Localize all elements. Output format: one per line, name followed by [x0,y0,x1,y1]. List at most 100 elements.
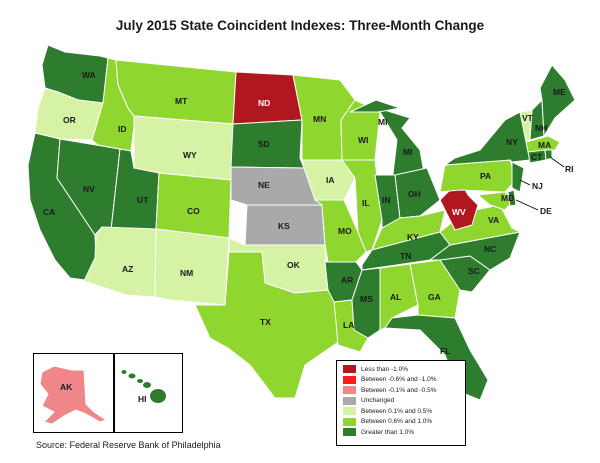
label-az: AZ [122,264,133,274]
state-sd [230,119,305,169]
legend-label: Less than -1.0% [361,365,408,373]
label-ia: IA [326,175,335,185]
label-vt: VT [522,113,534,123]
label-tn: TN [400,251,411,261]
state-mi-upper [349,99,401,113]
legend: Less than -1.0% Between -0.6% and -1.0% Be… [336,360,466,446]
label-ar: AR [341,275,353,285]
label-mt: MT [175,96,188,106]
legend-label: Between 0.1% and 0.5% [361,407,433,415]
state-nm [154,228,230,306]
label-ca: CA [43,207,55,217]
label-nc: NC [484,244,496,254]
legend-swatch [343,375,356,384]
label-wa: WA [82,70,96,80]
label-ky: KY [407,232,419,242]
legend-label: Between -0.6% and -1.0% [361,376,437,384]
state-wy [133,115,234,181]
state-il [341,159,383,253]
label-hi: HI [138,394,147,404]
label-ok: OK [287,260,301,270]
legend-item: Unchanged [343,396,465,407]
label-ny: NY [506,137,518,147]
label-mi-upper: MI [378,117,387,127]
state-de [507,189,517,207]
legend-label: Between 0.6% and 1.0% [361,418,433,426]
legend-swatch [343,428,356,437]
label-in: IN [382,195,391,205]
legend-item: Between 0.6% and 1.0% [343,417,465,428]
legend-label: Greater than 1.0% [361,428,415,436]
leader-nj [519,179,531,186]
label-sd: SD [258,139,270,149]
label-il: IL [362,198,370,208]
hawaii-island-1 [121,370,127,374]
label-ms: MS [360,294,373,304]
leader-ri [549,156,565,168]
state-tx [194,251,345,399]
label-or: OR [63,115,76,125]
legend-swatch [343,417,356,426]
label-ks: KS [278,221,290,231]
label-tx: TX [260,317,271,327]
hawaii-island-3 [137,379,143,383]
label-va: VA [488,215,499,225]
alaska-inset: AK [33,353,115,433]
legend-item: Less than -1.0% [343,364,465,375]
label-pa: PA [480,171,491,181]
state-ma [525,135,561,153]
label-co: CO [187,206,200,216]
hawaii-inset: HI [113,353,183,433]
label-me: ME [553,87,566,97]
label-md: MD [501,193,514,203]
label-nm: NM [180,268,193,278]
label-sc: SC [468,266,480,276]
label-ak: AK [60,382,73,392]
label-nj: NJ [532,181,543,191]
label-wi: WI [358,135,368,145]
label-wy: WY [183,150,197,160]
hawaii-island-4 [143,382,151,388]
hawaii-islands [121,370,166,403]
legend-item: Greater than 1.0% [343,427,465,438]
label-de: DE [540,206,552,216]
label-mi: MI [403,147,412,157]
label-mn: MN [313,114,326,124]
legend-swatch [343,396,356,405]
state-oh [394,167,441,219]
label-la: LA [343,320,354,330]
label-id: ID [118,124,127,134]
legend-swatch [343,386,356,395]
label-al: AL [390,292,401,302]
state-mt [115,59,237,125]
label-fl: FL [440,346,450,356]
label-oh: OH [408,189,421,199]
legend-label: Between -0.1% and -0.5% [361,386,437,394]
legend-item: Between -0.1% and -0.5% [343,385,465,396]
hawaii-map: HI [121,370,166,404]
label-ne: NE [258,180,270,190]
alaska-map: AK [39,365,107,425]
hawaii-island-2 [128,373,136,379]
label-ut: UT [137,195,149,205]
label-mo: MO [338,226,352,236]
label-nh: NH [535,123,547,133]
state-nj [511,161,525,193]
state-md [477,191,513,211]
legend-label: Unchanged [361,397,395,405]
state-ak [39,365,107,425]
legend-swatch [343,365,356,374]
legend-item: Between 0.1% and 0.5% [343,406,465,417]
label-nv: NV [83,184,95,194]
legend-swatch [343,407,356,416]
label-ct: CT [531,152,543,162]
source-note: Source: Federal Reserve Bank of Philadel… [36,440,221,450]
state-ri [544,149,553,161]
label-nd: ND [258,98,270,108]
legend-item: Between -0.6% and -1.0% [343,375,465,386]
label-ga: GA [428,292,441,302]
state-wi [340,99,381,161]
state-me [539,64,576,137]
label-ma: MA [538,140,551,150]
label-ri: RI [565,164,574,174]
